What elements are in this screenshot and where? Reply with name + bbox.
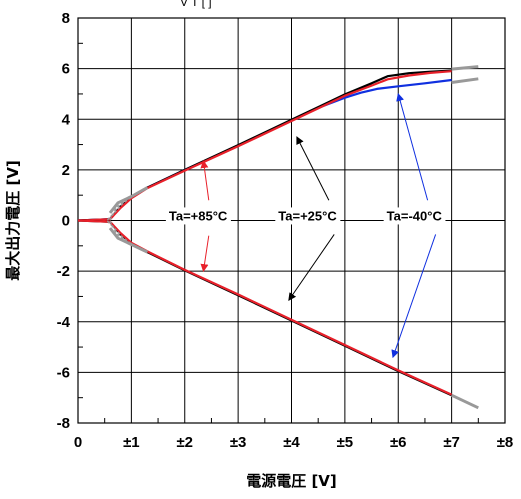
annotation-label: Ta=-40°C <box>387 208 443 223</box>
annotation-label-bg <box>275 207 341 225</box>
x-tick-label: ±5 <box>337 434 354 451</box>
x-tick-label: ±3 <box>230 434 247 451</box>
y-tick-label: -6 <box>57 364 70 381</box>
series-line <box>451 77 479 84</box>
series-line-dashed <box>106 196 132 221</box>
x-tick-labels: 0 ±1 ±2 ±3 ±4 ±5 ±6 ±7 ±8 <box>74 434 513 451</box>
series-line <box>77 70 452 222</box>
y-tick-label: -2 <box>57 263 70 280</box>
y-axis-label: 最大出力電圧 [V] <box>4 160 22 281</box>
annotation-arrow <box>200 235 210 273</box>
series-line <box>451 65 479 71</box>
y-tick-label: 0 <box>62 213 70 230</box>
x-tick-label: ±1 <box>123 434 140 451</box>
x-tick-label: ±2 <box>176 434 193 451</box>
x-axis-label: 電源電圧 [V] <box>246 472 337 490</box>
x-tick-label: ±4 <box>283 434 300 451</box>
series-line-dashed <box>106 220 132 245</box>
y-tick-label: 6 <box>62 61 70 78</box>
annotation-label: Ta=+25°C <box>278 208 337 223</box>
annotations: Ta=+85°C Ta=+25°C Ta=-40°C <box>165 92 446 359</box>
chart-title-fragment: V T [ ] <box>180 0 212 9</box>
annotation-arrow <box>391 234 437 359</box>
x-tick-label: ±7 <box>443 434 460 451</box>
annotation-label-bg <box>165 207 231 225</box>
annotation-arrow <box>288 234 335 302</box>
y-tick-label: 4 <box>62 111 71 128</box>
series-line <box>77 219 453 396</box>
x-tick-label: 0 <box>74 434 82 451</box>
y-tick-label: 2 <box>62 162 70 179</box>
annotation-label-bg <box>383 207 446 225</box>
annotation-label: Ta=+85°C <box>169 208 228 223</box>
y-tick-label: -8 <box>57 415 70 432</box>
annotation-arrow <box>296 136 330 201</box>
y-tick-label: -4 <box>57 314 71 331</box>
y-tick-labels: -8 -6 -4 -2 0 2 4 6 8 <box>57 10 71 432</box>
minor-ticks <box>78 42 479 423</box>
annotation-arrow <box>200 160 210 201</box>
x-tick-label: ±8 <box>497 434 514 451</box>
annotation-arrow <box>396 92 429 201</box>
series-layer <box>77 65 479 410</box>
series-line <box>450 393 479 410</box>
y-tick-label: 8 <box>62 10 70 27</box>
series-line-dashed <box>109 220 132 246</box>
x-tick-label: ±6 <box>390 434 407 451</box>
series-line-dashed <box>109 195 132 221</box>
